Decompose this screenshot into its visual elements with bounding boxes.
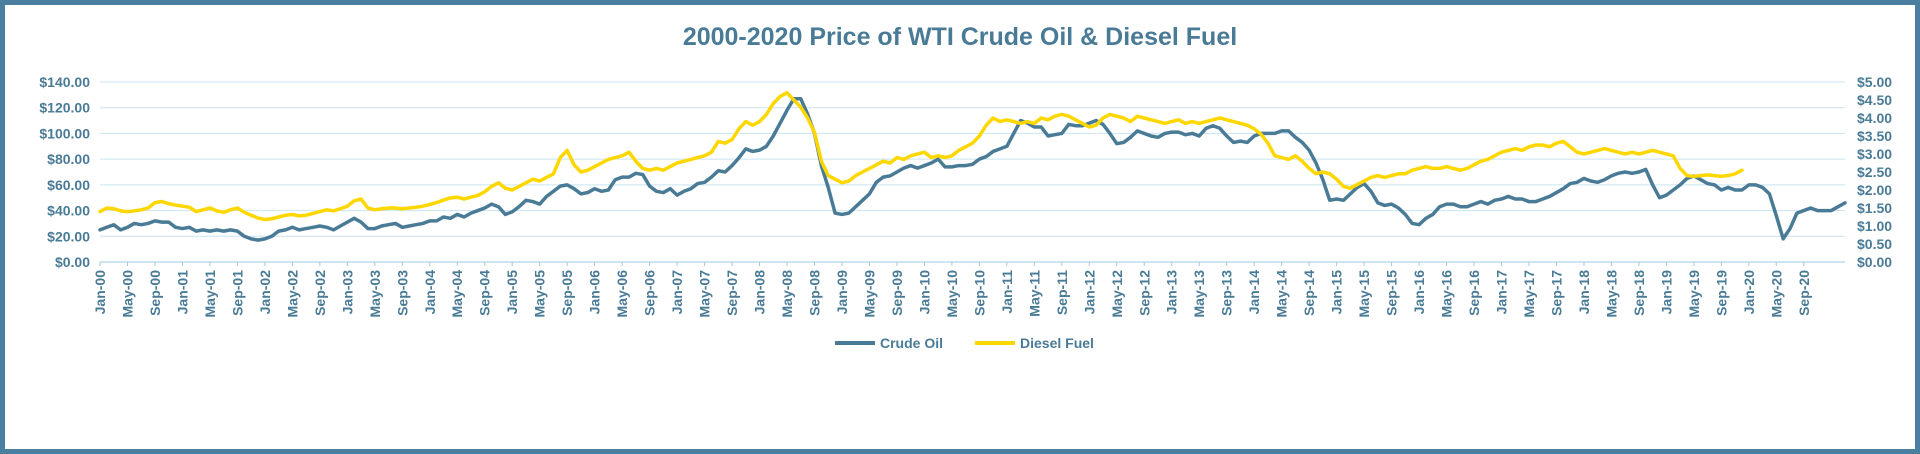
- right-tick-label: $5.00: [1857, 74, 1892, 90]
- x-tick-label: May-05: [532, 270, 548, 318]
- x-tick-label: Jan-06: [587, 270, 603, 315]
- x-tick-label: May-07: [697, 270, 713, 318]
- x-tick-label: Sep-08: [806, 270, 822, 316]
- x-tick-label: Sep-13: [1219, 270, 1235, 316]
- x-tick-label: Jan-14: [1246, 270, 1262, 315]
- right-tick-label: $3.00: [1857, 146, 1892, 162]
- x-tick-label: May-09: [861, 270, 877, 318]
- right-tick-label: $0.00: [1857, 254, 1892, 270]
- x-tick-label: May-14: [1274, 270, 1290, 318]
- x-tick-label: May-18: [1603, 270, 1619, 318]
- right-tick-label: $3.50: [1857, 128, 1892, 144]
- x-tick-label: Jan-05: [504, 270, 520, 315]
- x-tick-label: Jan-20: [1741, 270, 1757, 315]
- right-axis: $0.00 $0.50 $1.00 $1.50 $2.00 $2.50 $3.00 $3.50…: [1857, 74, 1892, 270]
- x-tick-label: Sep-00: [147, 270, 163, 316]
- x-tick-label: May-16: [1439, 270, 1455, 318]
- x-tick-label: May-11: [1026, 270, 1042, 317]
- x-tick-label: Jan-09: [834, 270, 850, 315]
- x-tick-label: Jan-11: [999, 270, 1015, 314]
- x-tick-label: Sep-02: [312, 270, 328, 316]
- x-tick-label: Jan-01: [174, 270, 190, 315]
- legend: Crude Oil Diesel Fuel: [835, 335, 1094, 351]
- x-tick-label: Sep-11: [1054, 270, 1070, 315]
- x-tick-label: Sep-12: [1136, 270, 1152, 316]
- x-tick-label: May-04: [449, 270, 465, 318]
- x-tick-label: Sep-01: [229, 270, 245, 316]
- x-tick-label: Sep-15: [1384, 270, 1400, 316]
- left-tick-label: $80.00: [47, 151, 90, 167]
- x-tick-label: May-17: [1521, 270, 1537, 318]
- x-tick-label: Jan-08: [752, 270, 768, 315]
- left-tick-label: $100.00: [39, 125, 90, 141]
- x-axis: Jan-00 May-00 Sep-00 Jan-01 May-01 Sep-01 Jan-…: [92, 262, 1812, 317]
- x-tick-label: Sep-14: [1301, 270, 1317, 316]
- x-tick-label: May-02: [284, 270, 300, 318]
- left-tick-label: $40.00: [47, 203, 90, 219]
- x-tick-label: May-03: [367, 270, 383, 318]
- series-line-diesel-fuel: [98, 91, 1744, 222]
- x-tick-label: May-13: [1191, 270, 1207, 318]
- x-tick-label: Sep-03: [394, 270, 410, 316]
- left-tick-label: $140.00: [39, 74, 90, 90]
- x-tick-label: Sep-20: [1796, 270, 1812, 316]
- x-tick-label: May-20: [1768, 270, 1784, 318]
- x-tick-label: Sep-16: [1466, 270, 1482, 316]
- x-tick-label: May-00: [119, 270, 135, 318]
- x-tick-label: Jan-02: [257, 270, 273, 315]
- x-tick-label: Jan-03: [339, 270, 355, 315]
- x-tick-label: May-08: [779, 270, 795, 318]
- x-tick-label: Jan-16: [1411, 270, 1427, 315]
- right-tick-label: $4.00: [1857, 110, 1892, 126]
- x-tick-label: Sep-06: [642, 270, 658, 316]
- chart-svg: 2000-2020 Price of WTI Crude Oil & Diese…: [39, 23, 1892, 351]
- right-tick-label: $2.50: [1857, 164, 1892, 180]
- x-tick-label: Sep-17: [1548, 270, 1564, 316]
- x-tick-label: Sep-04: [477, 270, 493, 316]
- x-tick-label: May-06: [614, 270, 630, 318]
- x-tick-label: May-01: [202, 270, 218, 318]
- x-tick-label: Jan-04: [422, 270, 438, 315]
- x-tick-label: Jan-17: [1493, 270, 1509, 315]
- right-tick-label: $1.00: [1857, 218, 1892, 234]
- x-tick-label: May-12: [1109, 270, 1125, 318]
- x-tick-label: Sep-07: [724, 270, 740, 316]
- left-tick-label: $120.00: [39, 100, 90, 116]
- x-tick-label: May-10: [944, 270, 960, 318]
- x-tick-label: Sep-09: [889, 270, 905, 316]
- x-tick-label: Jan-00: [92, 270, 108, 315]
- right-tick-label: $0.50: [1857, 236, 1892, 252]
- chart-title: 2000-2020 Price of WTI Crude Oil & Diese…: [683, 23, 1237, 51]
- x-tick-label: May-15: [1356, 270, 1372, 318]
- x-tick-label: Jan-18: [1576, 270, 1592, 315]
- x-tick-label: Sep-05: [559, 270, 575, 316]
- x-tick-label: May-19: [1686, 270, 1702, 318]
- left-tick-label: $60.00: [47, 177, 90, 193]
- legend-diesel-fuel-label: Diesel Fuel: [1020, 335, 1094, 351]
- legend-crude-oil-label: Crude Oil: [880, 335, 943, 351]
- gridlines: [100, 81, 1845, 263]
- right-tick-label: $1.50: [1857, 200, 1892, 216]
- x-tick-label: Jan-19: [1658, 270, 1674, 315]
- x-tick-label: Jan-10: [916, 270, 932, 315]
- x-tick-label: Jan-07: [669, 270, 685, 315]
- x-tick-label: Sep-18: [1631, 270, 1647, 316]
- x-tick-label: Sep-19: [1713, 270, 1729, 316]
- right-tick-label: $4.50: [1857, 92, 1892, 108]
- left-tick-label: $0.00: [55, 254, 90, 270]
- x-tick-label: Sep-10: [971, 270, 987, 316]
- series-layer: [98, 91, 1847, 242]
- left-axis: $0.00 $20.00 $40.00 $60.00 $80.00 $100.00 $120…: [39, 74, 90, 270]
- series-line-crude-oil: [98, 96, 1847, 242]
- x-tick-label: Jan-13: [1164, 270, 1180, 315]
- x-tick-label: Jan-15: [1329, 270, 1345, 315]
- x-tick-label: Jan-12: [1081, 270, 1097, 315]
- right-tick-label: $2.00: [1857, 182, 1892, 198]
- left-tick-label: $20.00: [47, 228, 90, 244]
